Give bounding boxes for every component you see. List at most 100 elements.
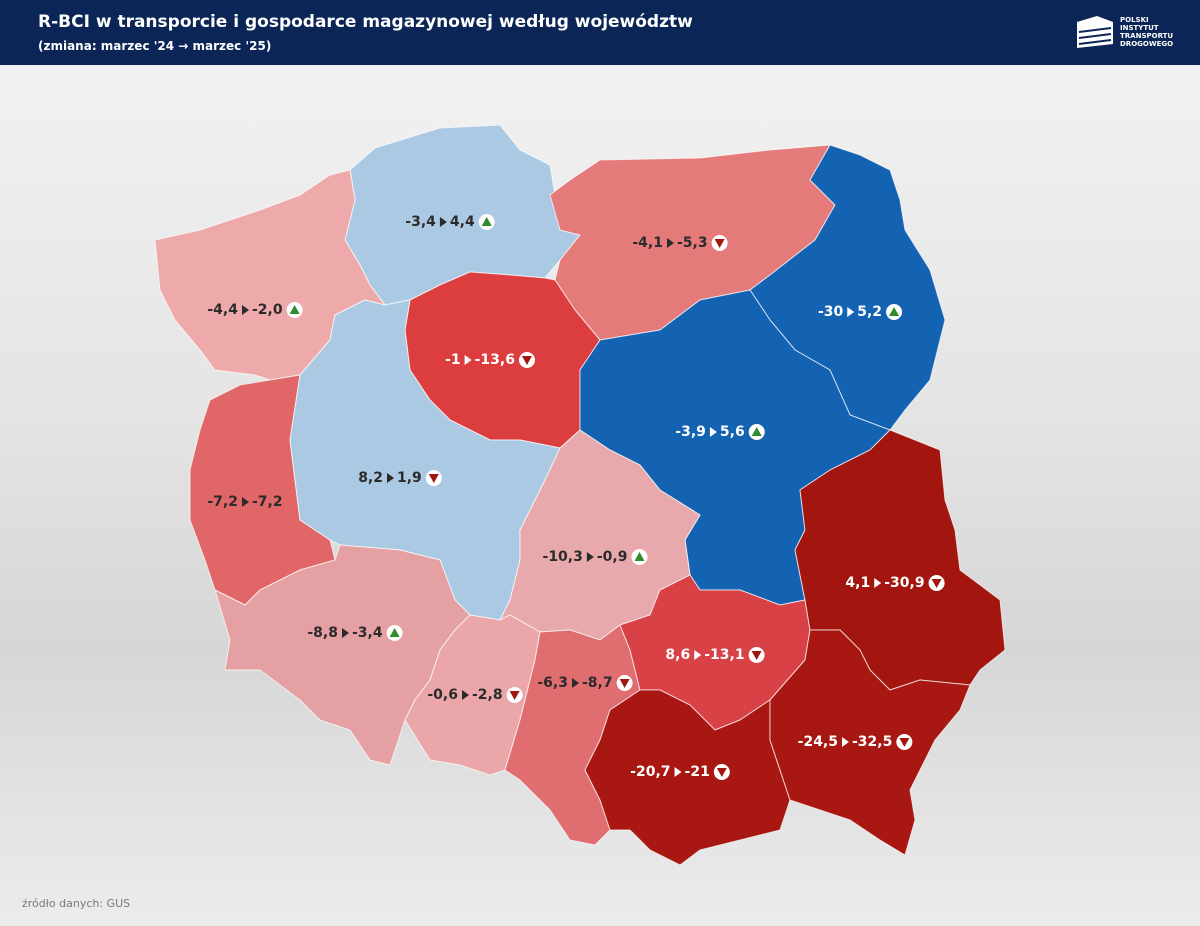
- arrow: [464, 355, 472, 365]
- trend-arrow: [521, 356, 532, 365]
- region: [584, 689, 791, 866]
- trend-icon: [386, 625, 403, 641]
- value-to: -30,9: [884, 575, 924, 591]
- region: [289, 299, 561, 621]
- subtitle: (zmiana: marzec '24 → marzec '25): [38, 39, 272, 53]
- trend-arrow: [481, 217, 492, 226]
- value-from: -3,9: [675, 424, 706, 440]
- arrow: [842, 737, 849, 747]
- region: [794, 429, 1006, 691]
- value-to: 1,9: [397, 470, 422, 486]
- value-from: 8,6: [665, 647, 690, 663]
- trend-arrow: [714, 239, 725, 248]
- arrow: [242, 305, 249, 315]
- arrow: [462, 690, 469, 700]
- arrow: [387, 473, 394, 483]
- value-to: 5,6: [720, 424, 745, 440]
- trend-icon: [518, 352, 535, 368]
- value-to: -7,2: [252, 494, 283, 510]
- value-to: -21: [685, 764, 710, 780]
- trend-icon: [713, 764, 730, 780]
- trend-arrow: [289, 305, 300, 314]
- region: [404, 271, 601, 449]
- title: R-BCI w transporcie i gospodarce magazyn…: [38, 12, 693, 32]
- region-label: 8,2 1,9: [358, 470, 442, 486]
- value-from: -1: [445, 352, 461, 368]
- trend-icon: [711, 235, 728, 251]
- value-from: -24,5: [798, 734, 838, 750]
- arrow: [694, 650, 702, 660]
- trend-icon: [928, 575, 945, 591]
- source: źródło danych: GUS: [22, 897, 131, 910]
- logo-line: TRANSPORTU: [1120, 32, 1174, 40]
- region-label: -8,8 -3,4: [307, 625, 403, 641]
- region-label: -4,4 -2,0: [207, 302, 303, 318]
- region-label: -6,3 -8,7: [537, 675, 633, 691]
- region: [344, 124, 581, 306]
- logo-icon: [1077, 16, 1113, 48]
- trend-icon: [286, 302, 303, 318]
- trend-icon: [616, 675, 633, 691]
- region-label: -1 -13,6: [445, 352, 535, 368]
- region: [549, 144, 836, 341]
- region: [214, 544, 471, 766]
- arrow: [342, 628, 349, 638]
- value-to: -8,7: [582, 675, 613, 691]
- trend-icon: [631, 549, 648, 565]
- trend-arrow: [751, 651, 762, 660]
- arrow: [874, 578, 882, 588]
- region: [579, 289, 891, 606]
- value-to: 4,4: [450, 214, 475, 230]
- trend-icon: [896, 734, 913, 750]
- trend-arrow: [899, 738, 910, 747]
- value-from: -10,3: [543, 549, 583, 565]
- region-label: -10,3 -0,9: [543, 549, 648, 565]
- value-to: -0,9: [597, 549, 628, 565]
- header: R-BCI w transporcie i gospodarce magazyn…: [0, 0, 1200, 65]
- arrow: [674, 767, 682, 777]
- trend-arrow: [389, 628, 400, 637]
- region: [154, 169, 387, 381]
- trend-arrow: [751, 427, 762, 436]
- value-from: -30: [818, 304, 844, 320]
- region-label: -3,9 5,6: [675, 424, 765, 440]
- trend-arrow: [931, 579, 942, 588]
- region-label: 8,6 -13,1: [665, 647, 765, 663]
- region: [769, 629, 971, 856]
- region-label: -7,2 -7,2: [207, 494, 282, 510]
- value-to: -2,0: [252, 302, 283, 318]
- trend-arrow: [889, 307, 900, 316]
- value-from: -4,1: [632, 235, 663, 251]
- value-from: -7,2: [207, 494, 238, 510]
- region: [404, 614, 541, 776]
- trend-icon: [748, 424, 765, 440]
- arrow: [847, 307, 855, 317]
- trend-icon: [748, 647, 765, 663]
- trend-icon: [478, 214, 495, 230]
- value-from: -6,3: [537, 675, 568, 691]
- region-label: -30 5,2: [818, 304, 903, 320]
- arrow: [242, 497, 249, 507]
- value-to: -3,4: [352, 625, 383, 641]
- arrow: [586, 552, 594, 562]
- logo-line: INSTYTUT: [1120, 24, 1159, 32]
- value-to: -13,6: [475, 352, 515, 368]
- value-from: -8,8: [307, 625, 338, 641]
- value-from: -3,4: [405, 214, 436, 230]
- region-label: 4,1 -30,9: [845, 575, 945, 591]
- trend-arrow: [716, 768, 727, 777]
- region: [619, 574, 811, 731]
- logo-text: POLSKI INSTYTUT TRANSPORTU DROGOWEGO: [1120, 16, 1173, 48]
- trend-arrow: [428, 474, 439, 483]
- value-to: -2,8: [472, 687, 503, 703]
- arrow: [572, 678, 579, 688]
- region: [189, 374, 336, 606]
- arrow: [439, 217, 447, 227]
- value-to: 5,2: [857, 304, 882, 320]
- trend-arrow: [634, 552, 645, 561]
- value-from: 8,2: [358, 470, 383, 486]
- logo-line: DROGOWEGO: [1120, 40, 1174, 48]
- region-label: -3,4 4,4: [405, 214, 495, 230]
- value-from: -0,6: [427, 687, 458, 703]
